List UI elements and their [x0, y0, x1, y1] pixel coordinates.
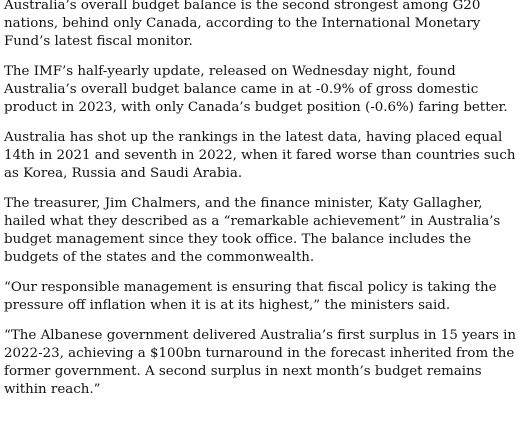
paragraph-ministers-quote: “Our responsible management is ensuring …	[4, 280, 497, 313]
paragraph-rankings-history: Australia has shot up the rankings in th…	[4, 130, 516, 181]
paragraph-ministers-hailed: The treasurer, Jim Chalmers, and the fin…	[4, 196, 501, 265]
paragraph-surplus-quote: “The Albanese government delivered Austr…	[4, 328, 517, 397]
paragraph-g20-ranking: Australia’s overall budget balance is th…	[4, 0, 481, 49]
paragraph-imf-update: The IMF’s half-yearly update, released o…	[4, 64, 508, 115]
